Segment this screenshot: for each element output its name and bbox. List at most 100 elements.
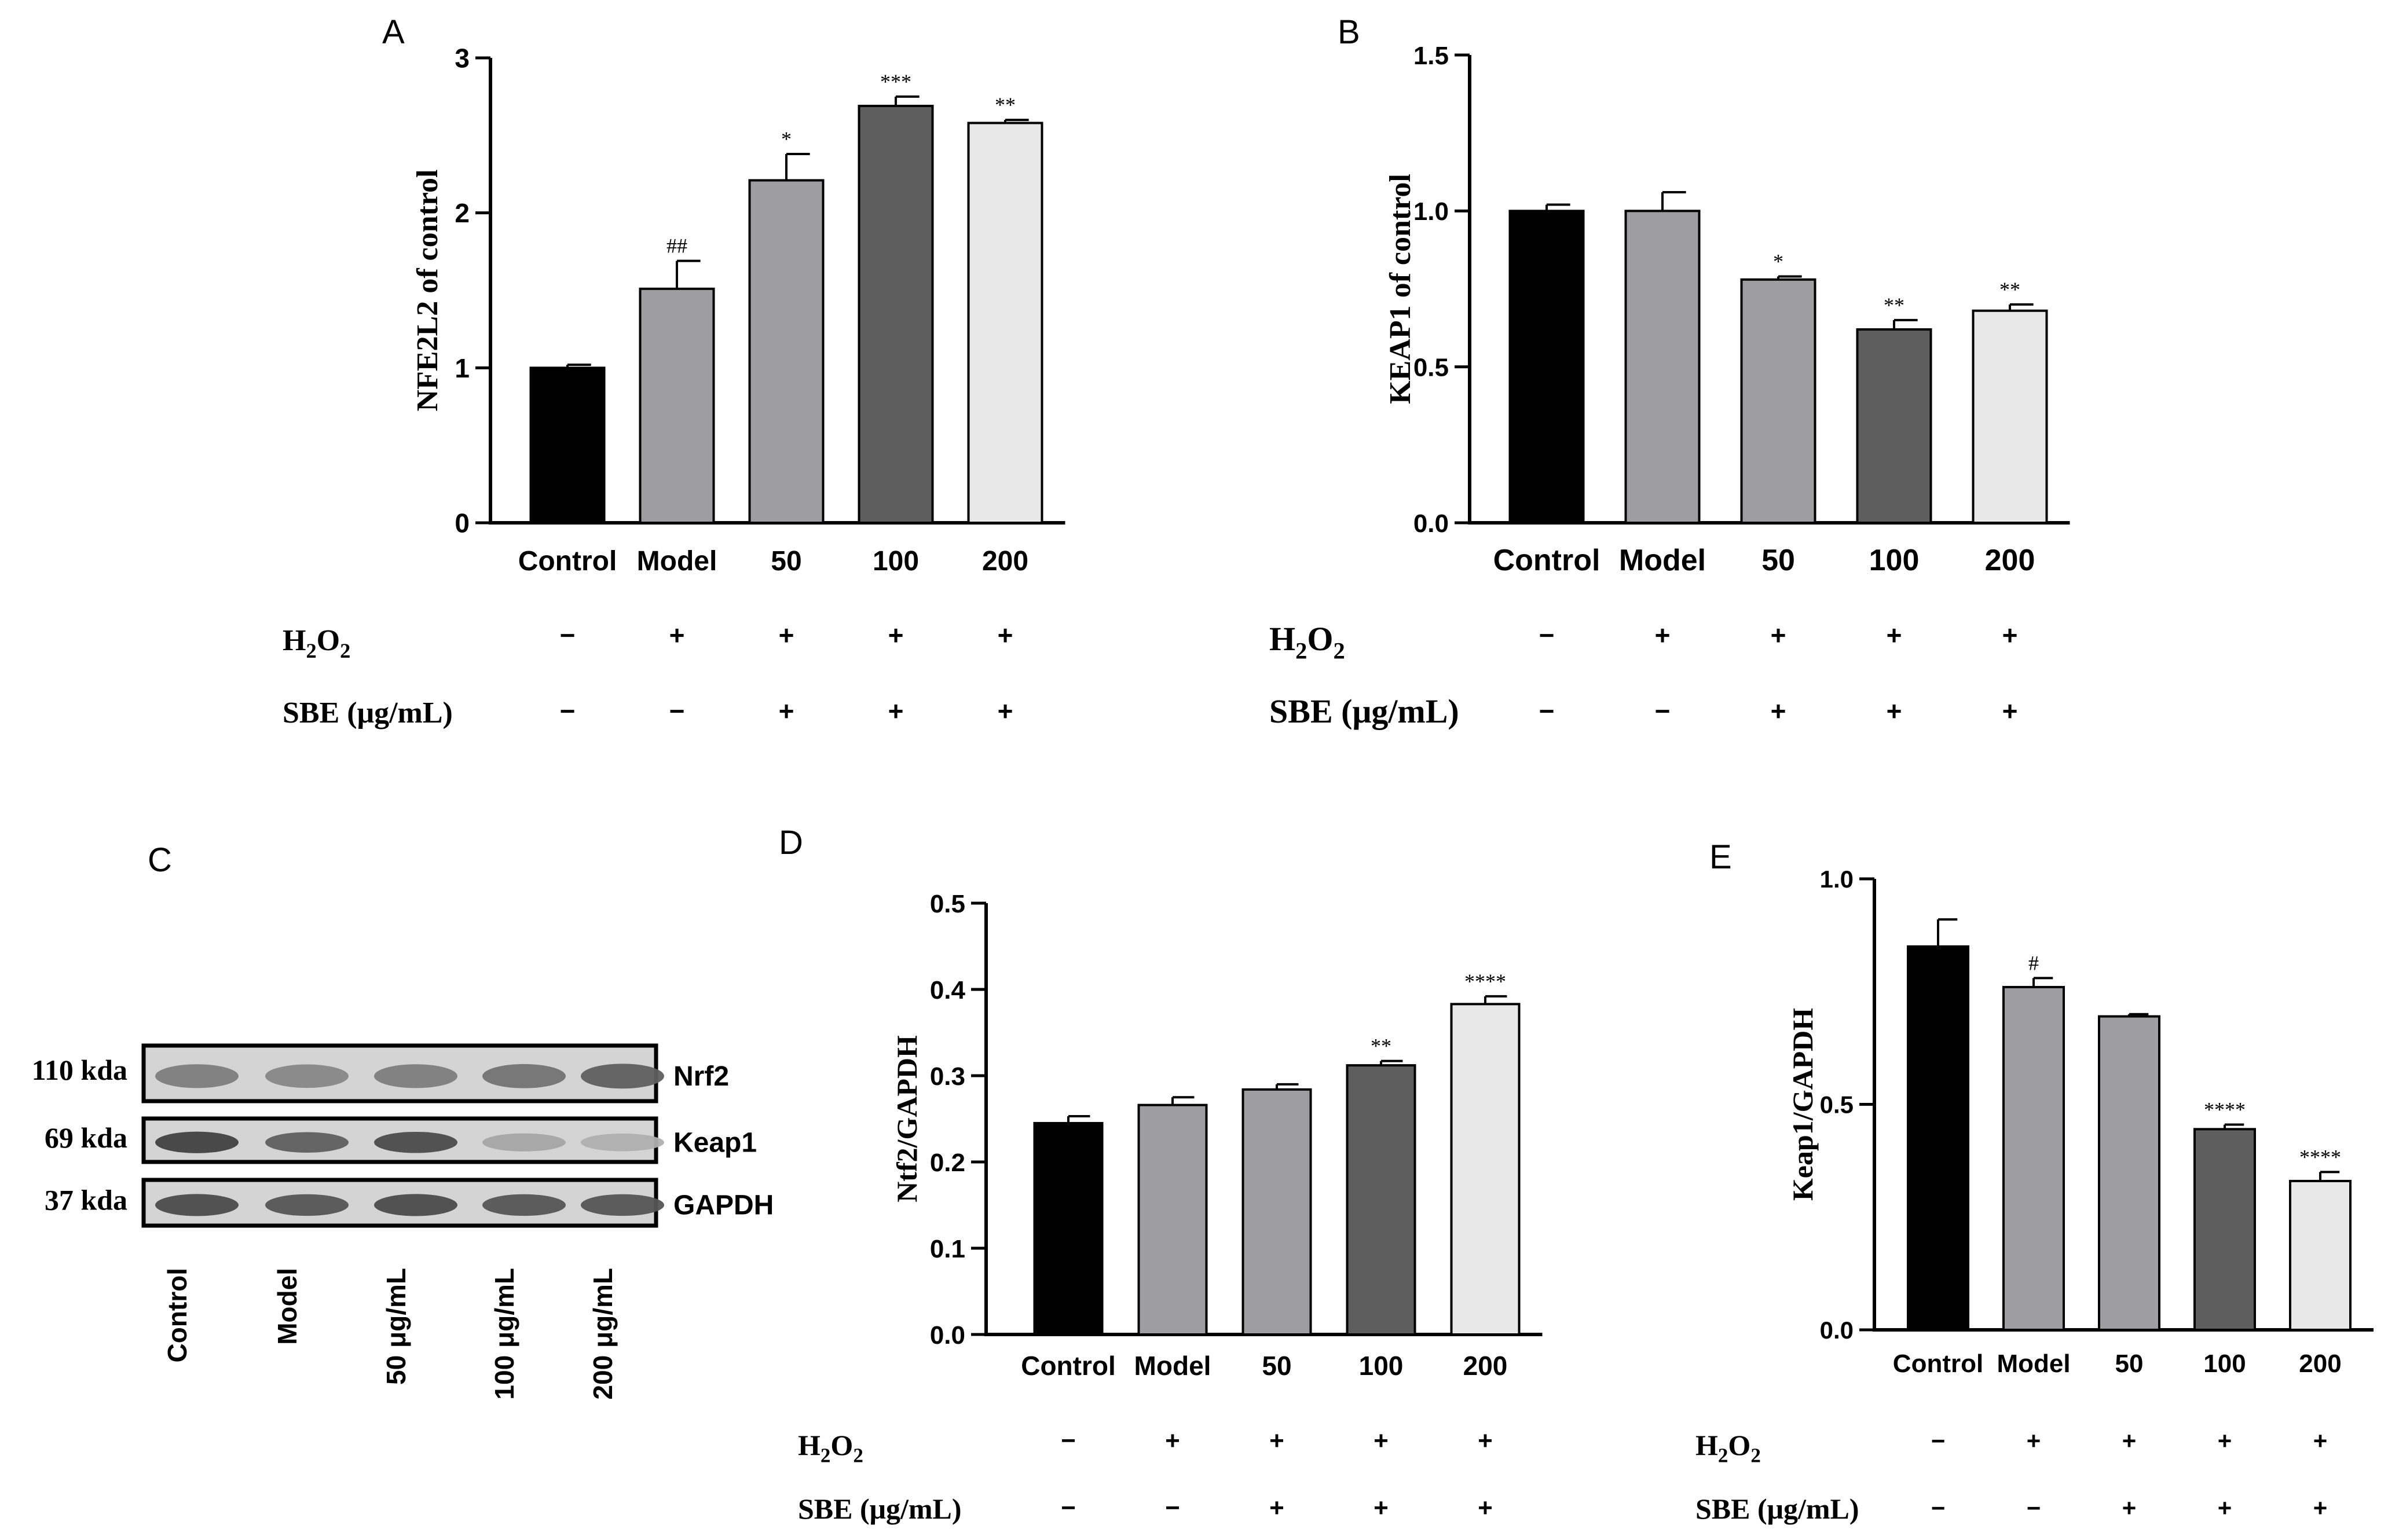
blot-band xyxy=(482,1064,566,1088)
panel-letter-a: A xyxy=(382,13,405,51)
x-tick-label: Model xyxy=(637,546,717,577)
h2o2-sign: + xyxy=(1165,1427,1180,1455)
sbe-sign: + xyxy=(888,696,904,726)
panel-letter-d: D xyxy=(779,824,803,861)
h2o2-sign: + xyxy=(1655,620,1671,650)
blot-lane-label: Control xyxy=(162,1268,192,1363)
y-tick-label: 0.0 xyxy=(1413,509,1449,538)
significance-label: *** xyxy=(880,70,911,93)
panel-letter-b: B xyxy=(1338,13,1360,51)
chart-panel-a: A 0 1 2 3 NFE2L2 of control Control ## Model * 50 *… xyxy=(283,13,1065,729)
y-tick-label: 0.5 xyxy=(1820,1091,1854,1119)
x-tick-label: Model xyxy=(1619,544,1706,577)
blot-band xyxy=(374,1131,457,1153)
sbe-sign: + xyxy=(998,696,1013,726)
y-tick-label: 1.0 xyxy=(1413,197,1449,226)
y-tick-label: 1.5 xyxy=(1413,42,1449,70)
panel-letter-c: C xyxy=(148,841,172,879)
y-axis-label: Keap1/GAPDH xyxy=(1786,1008,1819,1201)
sbe-sign: + xyxy=(1771,696,1786,726)
x-tick-label: 200 xyxy=(1463,1351,1508,1381)
y-tick-label: 0.4 xyxy=(930,976,966,1004)
bar-model xyxy=(2002,985,2065,1331)
blot-protein-label: Keap1 xyxy=(673,1127,757,1158)
panel-letter-e: E xyxy=(1709,838,1732,876)
h2o2-sign: + xyxy=(669,620,685,650)
chart-panel-d: D 0.0 0.1 0.2 0.3 0.4 0.5 Ntf2/GAPDH Control Mode… xyxy=(779,824,1543,1525)
y-tick-label: 1 xyxy=(455,353,470,383)
x-tick-label: 200 xyxy=(2299,1350,2341,1378)
h2o2-row-label: H2O2 xyxy=(283,624,350,662)
significance-label: **** xyxy=(2204,1098,2246,1121)
bar-model xyxy=(1624,210,1701,525)
blot-band xyxy=(374,1194,457,1216)
y-axis-label: Ntf2/GAPDH xyxy=(891,1035,923,1202)
y-tick-label: 0.1 xyxy=(930,1235,965,1263)
significance-label: ** xyxy=(1884,294,1904,317)
bar-50 xyxy=(1740,278,1816,524)
y-tick-label: 0.0 xyxy=(1820,1317,1854,1344)
blot-weight-label: 37 kda xyxy=(45,1184,127,1216)
significance-label: # xyxy=(2028,951,2039,974)
x-tick-label: 100 xyxy=(1869,544,1920,577)
y-tick-label: 0 xyxy=(455,508,470,538)
bar-100 xyxy=(858,104,934,524)
significance-label: * xyxy=(1773,250,1783,273)
bar-50 xyxy=(1241,1088,1312,1336)
h2o2-sign: − xyxy=(1539,620,1555,650)
h2o2-sign: − xyxy=(560,620,576,650)
bar-200 xyxy=(1972,309,2048,524)
bar-100 xyxy=(2193,1128,2256,1331)
sbe-sign: + xyxy=(2313,1494,2328,1521)
h2o2-sign: + xyxy=(2122,1427,2137,1454)
h2o2-sign: + xyxy=(2218,1427,2232,1454)
y-tick-label: 2 xyxy=(455,198,470,228)
h2o2-sign: + xyxy=(779,620,794,650)
significance-label: **** xyxy=(1464,970,1506,993)
x-tick-label: Control xyxy=(1021,1351,1116,1381)
blot-band xyxy=(482,1194,566,1216)
y-axis-label: KEAP1 of control xyxy=(1384,174,1417,404)
y-tick-label: 0.5 xyxy=(930,890,965,918)
blot-protein-label: Nrf2 xyxy=(673,1061,729,1092)
x-tick-label: Control xyxy=(1893,1350,1983,1378)
bar-200 xyxy=(2289,1179,2352,1332)
sbe-sign: + xyxy=(1887,696,1902,726)
significance-label: **** xyxy=(2299,1145,2341,1168)
x-tick-label: 50 xyxy=(2115,1350,2144,1378)
western-blot-panel: C 110 kda Nrf2 69 kda Keap1 37 kda GAPDH Contro… xyxy=(32,841,774,1400)
x-tick-label: 100 xyxy=(2203,1350,2246,1378)
blot-weight-label: 69 kda xyxy=(45,1121,127,1154)
y-tick-label: 0.3 xyxy=(930,1062,965,1091)
significance-label: * xyxy=(781,127,792,151)
blot-band xyxy=(265,1132,349,1153)
significance-label: ## xyxy=(666,234,687,258)
sbe-sign: + xyxy=(2122,1494,2137,1521)
bar-control xyxy=(529,366,606,524)
bar-50 xyxy=(2098,1015,2160,1331)
significance-label: ** xyxy=(1999,278,2020,301)
sbe-sign: − xyxy=(1931,1494,1946,1521)
x-tick-label: 100 xyxy=(1359,1351,1404,1381)
h2o2-sign: + xyxy=(888,620,904,650)
h2o2-row-label: H2O2 xyxy=(1695,1429,1761,1467)
sbe-row-label: SBE (μg/mL) xyxy=(1269,692,1459,730)
sbe-sign: − xyxy=(1165,1494,1180,1522)
bar-control xyxy=(1033,1121,1104,1336)
sbe-sign: + xyxy=(1374,1494,1389,1522)
bar-model xyxy=(639,287,715,524)
chart-panel-e: E 0.0 0.5 1.0 Keap1/GAPDH Control # Model 50 ****… xyxy=(1695,838,2374,1525)
h2o2-sign: + xyxy=(1478,1427,1493,1455)
blot-band xyxy=(155,1194,239,1216)
sbe-row-label: SBE (μg/mL) xyxy=(1695,1493,1859,1525)
sbe-sign: − xyxy=(1539,696,1555,726)
x-tick-label: 100 xyxy=(873,546,919,577)
significance-label: ** xyxy=(1371,1035,1391,1058)
sbe-sign: − xyxy=(2027,1494,2041,1521)
y-tick-label: 0.2 xyxy=(930,1149,965,1177)
h2o2-sign: + xyxy=(998,620,1013,650)
sbe-sign: + xyxy=(779,696,794,726)
x-tick-label: 50 xyxy=(1761,544,1795,577)
h2o2-sign: + xyxy=(1887,620,1902,650)
